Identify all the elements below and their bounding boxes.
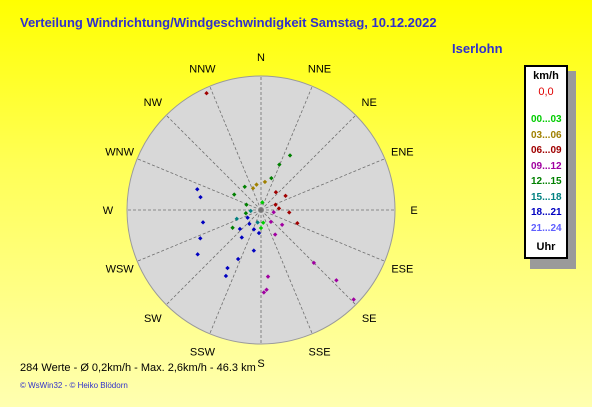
direction-label-n: N	[257, 52, 265, 64]
data-point	[234, 216, 239, 222]
spoke-wnw	[137, 158, 262, 211]
data-point	[242, 184, 247, 189]
data-point	[245, 215, 250, 220]
data-point	[264, 287, 269, 292]
data-point	[223, 273, 229, 279]
copyright-credit: © WsWin32 - © Heiko Blödorn	[20, 381, 128, 390]
data-point	[198, 236, 203, 241]
data-point	[261, 220, 266, 225]
legend-range-4: 12...15	[531, 176, 562, 187]
legend-range-5: 15...18	[531, 191, 562, 203]
legend-footer: Uhr	[536, 241, 556, 253]
data-point	[200, 220, 206, 225]
data-point	[195, 187, 200, 192]
data-point	[295, 221, 300, 226]
data-point	[255, 220, 260, 225]
direction-label-s: S	[257, 358, 264, 370]
chart-title: Verteilung Windrichtung/Windgeschwindigk…	[20, 15, 437, 30]
data-point	[195, 252, 200, 257]
data-point	[237, 226, 243, 232]
legend-range-3: 09...12	[531, 160, 562, 172]
rose-spokes	[127, 76, 395, 344]
direction-label-se: SE	[362, 313, 377, 325]
data-point	[254, 182, 259, 187]
direction-label-ne: NE	[362, 97, 377, 109]
data-point	[271, 210, 276, 215]
legend-range-0: 00...03	[531, 114, 562, 125]
data-point	[204, 91, 209, 96]
spoke-ene	[260, 158, 385, 211]
data-point	[230, 225, 235, 230]
summary-stats: 284 Werte - Ø 0,2km/h - Max. 2,6km/h - 4…	[20, 362, 256, 374]
data-point	[351, 297, 356, 302]
legend-range-1: 03...06	[531, 129, 562, 141]
direction-label-e: E	[410, 205, 417, 217]
spoke-sw	[165, 209, 262, 306]
data-point	[269, 175, 274, 181]
direction-labels: N NNE NE ENE E ESE SE SSE S SSW SW WSW W WNW NW NNW	[103, 52, 418, 370]
direction-label-nw: NW	[144, 97, 163, 109]
data-point	[277, 162, 282, 167]
data-point	[244, 202, 249, 207]
legend-calm: 0,0	[538, 86, 554, 98]
data-point	[225, 265, 230, 271]
direction-label-sse: SSE	[309, 346, 331, 358]
data-point	[265, 274, 271, 279]
direction-label-ene: ENE	[391, 146, 414, 158]
spoke-nw	[165, 114, 262, 211]
data-point	[256, 230, 262, 236]
data-point	[251, 227, 257, 232]
legend-unit: km/h	[533, 70, 559, 82]
data-points	[195, 91, 356, 302]
direction-label-nne: NNE	[308, 64, 331, 76]
data-point	[273, 202, 278, 207]
data-point	[279, 222, 285, 227]
direction-label-sw: SW	[144, 313, 162, 325]
direction-label-nnw: NNW	[189, 64, 216, 76]
legend-range-6: 18...21	[531, 207, 562, 218]
direction-label-wsw: WSW	[106, 264, 135, 276]
data-point	[239, 235, 244, 240]
direction-label-ssw: SSW	[190, 346, 216, 358]
data-point	[268, 219, 274, 225]
spoke-sse	[260, 209, 313, 334]
direction-label-ese: ESE	[391, 264, 413, 276]
location-label: Iserlohn	[452, 41, 503, 56]
direction-label-w: W	[103, 205, 114, 217]
data-point	[248, 208, 253, 214]
spoke-se	[260, 209, 357, 306]
data-point	[198, 194, 203, 200]
data-point	[250, 186, 256, 191]
data-point	[272, 232, 278, 237]
data-point	[283, 193, 288, 199]
spoke-nne	[260, 86, 313, 211]
spoke-ese	[260, 209, 385, 262]
speed-legend: km/h 0,0 00...03 03...06 06...09 09...12 12.…	[524, 65, 568, 259]
legend-range-7: 21...24	[531, 222, 562, 234]
data-point	[261, 290, 267, 295]
data-point	[276, 206, 282, 211]
data-point	[232, 192, 237, 197]
data-point	[287, 153, 293, 158]
spoke-ne	[260, 114, 357, 211]
data-point	[247, 221, 252, 227]
data-point	[260, 200, 265, 205]
legend-range-2: 06...09	[531, 145, 562, 156]
spoke-wsw	[137, 209, 262, 262]
direction-label-wnw: WNW	[105, 146, 134, 158]
data-point	[251, 248, 257, 253]
data-point	[258, 225, 264, 231]
data-point	[243, 211, 249, 216]
data-point	[334, 278, 339, 283]
data-point	[287, 210, 292, 215]
spoke-ssw	[209, 209, 262, 334]
data-point	[311, 260, 317, 266]
data-point	[262, 179, 268, 185]
data-point	[273, 190, 279, 195]
data-point	[235, 256, 241, 262]
